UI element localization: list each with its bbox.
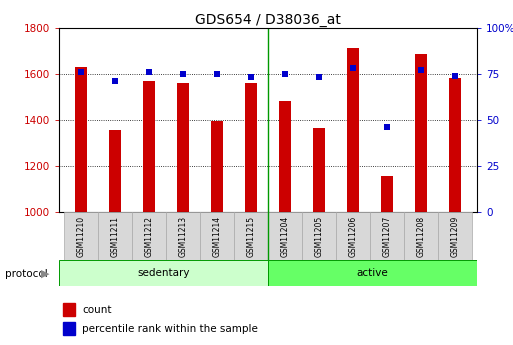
- Point: [111, 78, 119, 84]
- Text: GSM11211: GSM11211: [111, 216, 120, 257]
- Text: percentile rank within the sample: percentile rank within the sample: [82, 324, 258, 334]
- Point: [451, 73, 459, 78]
- Bar: [268, 260, 477, 286]
- Point: [179, 71, 187, 77]
- Text: GSM11209: GSM11209: [450, 216, 460, 257]
- Bar: [234, 212, 268, 260]
- Text: ▶: ▶: [41, 269, 49, 278]
- Bar: [268, 212, 302, 260]
- Point: [383, 125, 391, 130]
- Bar: [75, 67, 87, 212]
- Point: [247, 75, 255, 80]
- Point: [213, 71, 221, 77]
- Text: GSM11214: GSM11214: [212, 216, 222, 257]
- Text: GSM11215: GSM11215: [247, 216, 255, 257]
- Text: active: active: [357, 268, 388, 278]
- Bar: [336, 212, 370, 260]
- Bar: [98, 212, 132, 260]
- Text: GSM11204: GSM11204: [281, 216, 289, 257]
- Bar: [177, 83, 189, 212]
- Bar: [166, 212, 200, 260]
- Bar: [302, 212, 336, 260]
- Bar: [132, 212, 166, 260]
- Bar: [143, 81, 155, 212]
- Text: GSM11205: GSM11205: [314, 216, 324, 257]
- Bar: [449, 78, 461, 212]
- Point: [145, 69, 153, 75]
- Bar: [347, 48, 359, 212]
- Bar: [381, 176, 393, 212]
- Text: GSM11206: GSM11206: [348, 216, 358, 257]
- Text: GSM11212: GSM11212: [145, 216, 153, 257]
- Point: [417, 67, 425, 73]
- Bar: [279, 101, 291, 212]
- Point: [315, 75, 323, 80]
- Text: GSM11210: GSM11210: [76, 216, 86, 257]
- Bar: [63, 304, 75, 316]
- Point: [281, 71, 289, 77]
- Text: GSM11213: GSM11213: [179, 216, 188, 257]
- Bar: [64, 212, 98, 260]
- Point: [77, 69, 85, 75]
- Title: GDS654 / D38036_at: GDS654 / D38036_at: [195, 12, 341, 27]
- Text: GSM11207: GSM11207: [383, 216, 391, 257]
- Bar: [59, 260, 268, 286]
- Bar: [200, 212, 234, 260]
- Bar: [245, 83, 257, 212]
- Text: GSM11208: GSM11208: [417, 216, 425, 257]
- Text: sedentary: sedentary: [137, 268, 190, 278]
- Bar: [438, 212, 472, 260]
- Bar: [109, 130, 121, 212]
- Bar: [313, 128, 325, 212]
- Bar: [404, 212, 438, 260]
- Text: protocol: protocol: [5, 269, 48, 278]
- Bar: [63, 323, 75, 335]
- Text: count: count: [82, 305, 111, 315]
- Point: [349, 66, 357, 71]
- Bar: [415, 54, 427, 212]
- Bar: [211, 121, 223, 212]
- Bar: [370, 212, 404, 260]
